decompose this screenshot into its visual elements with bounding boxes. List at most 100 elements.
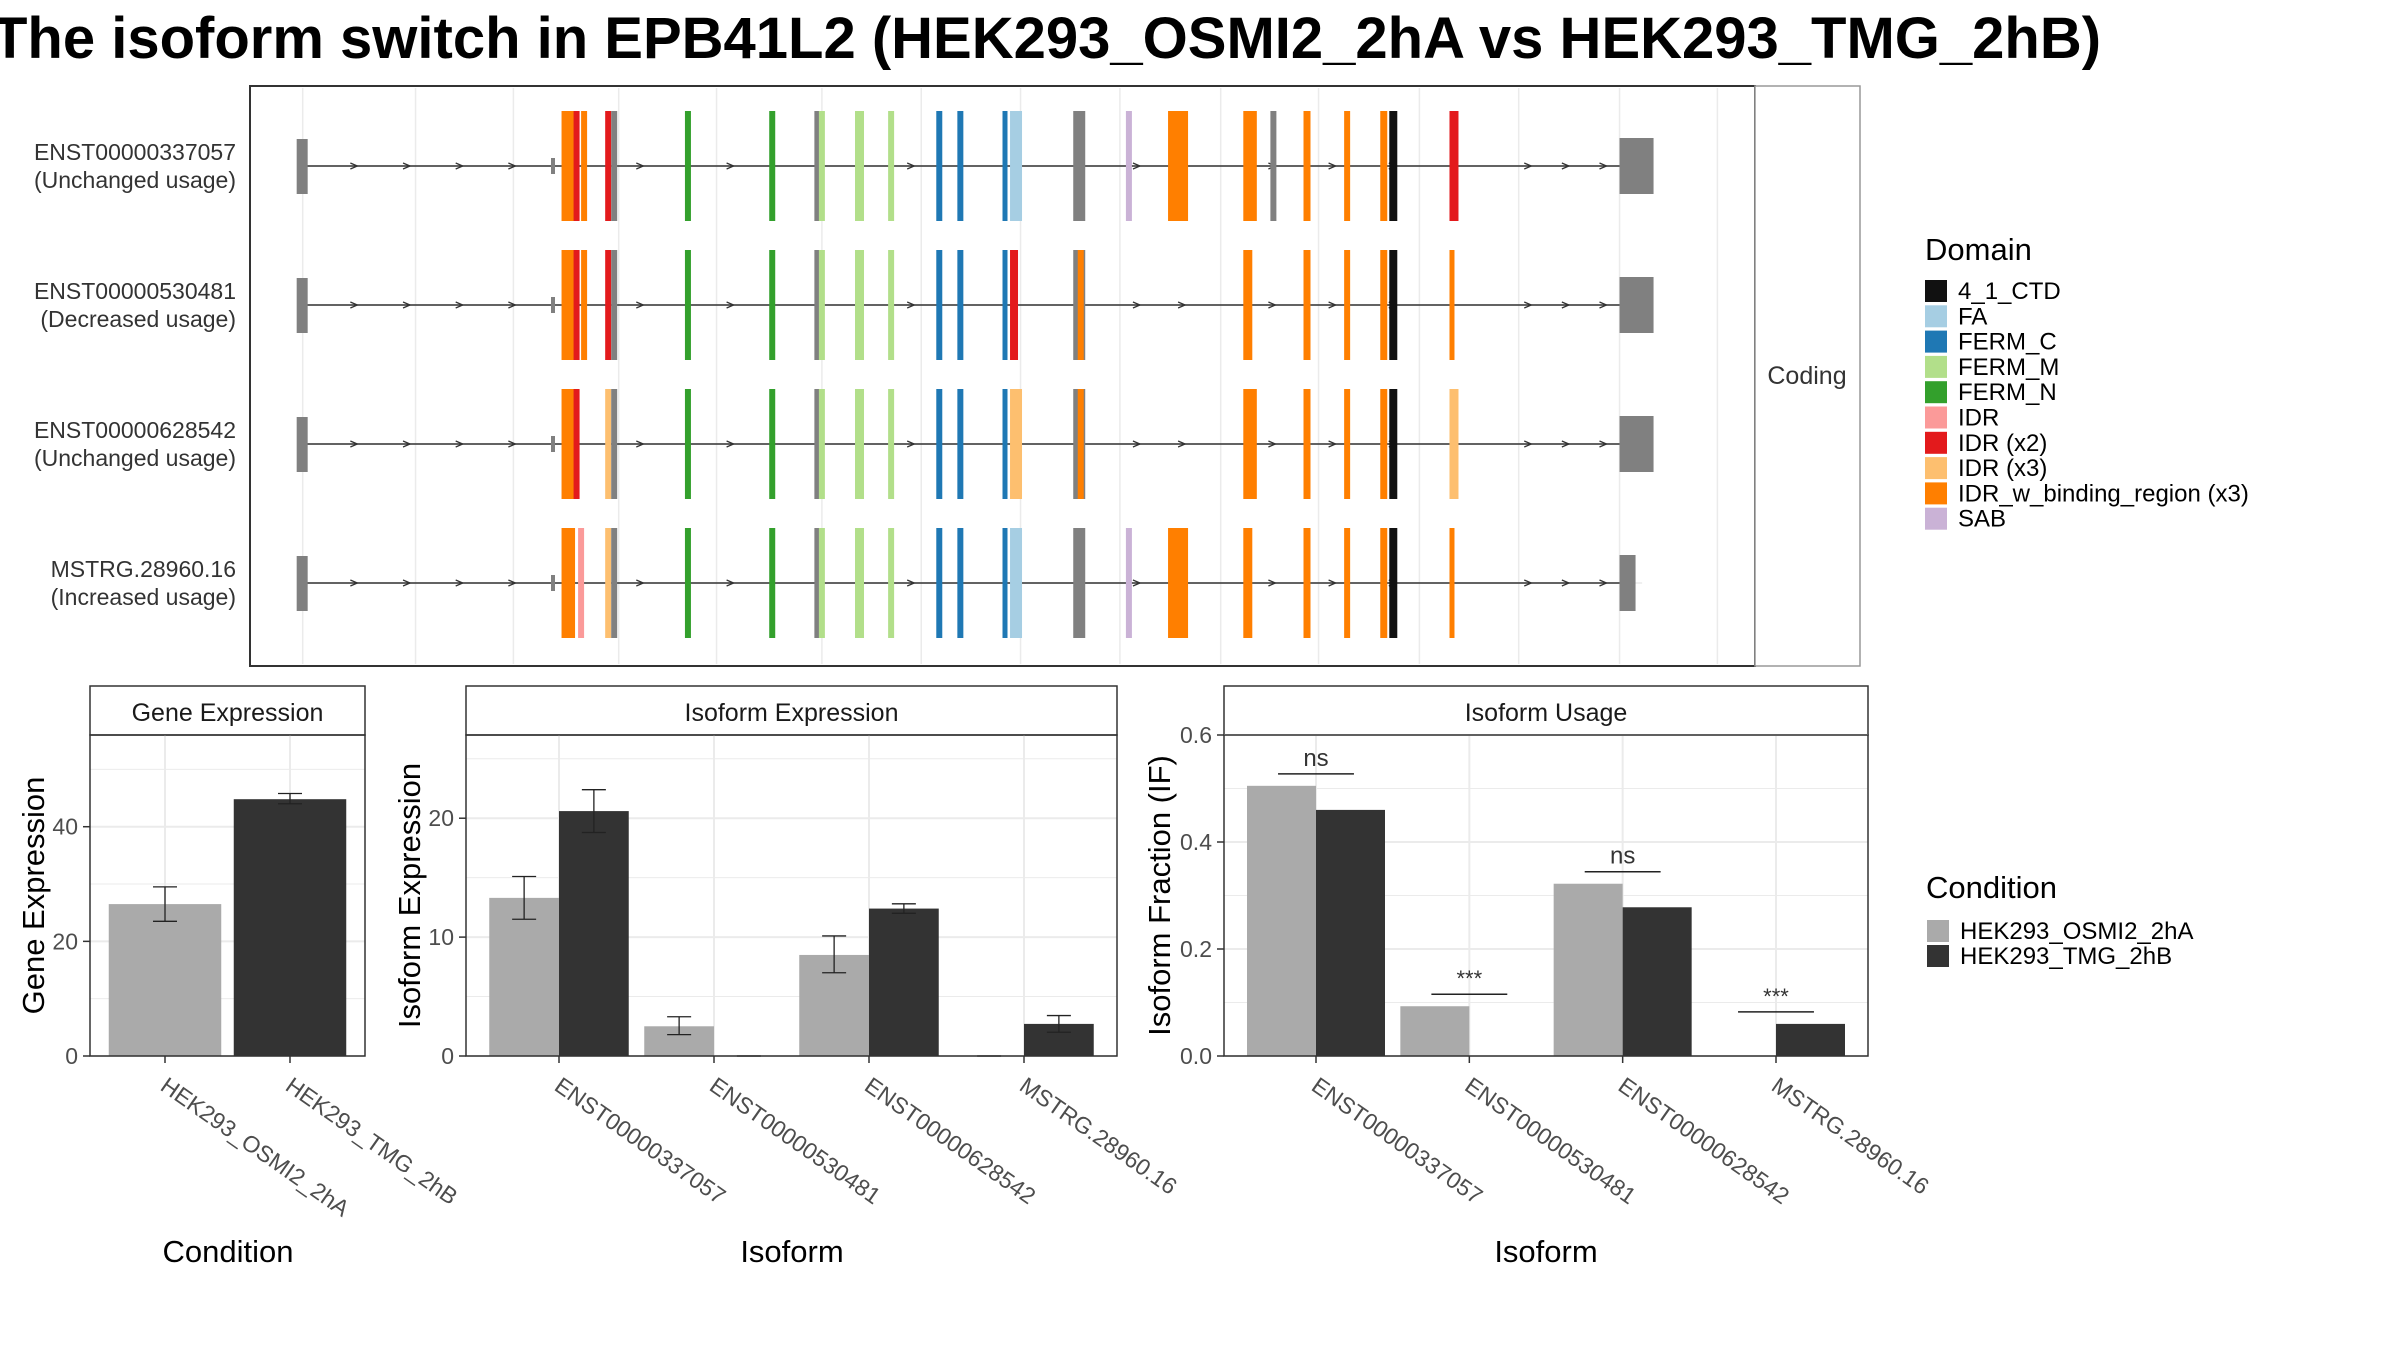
exon-domain bbox=[1010, 250, 1019, 360]
exon-domain bbox=[814, 389, 821, 499]
exon-domain bbox=[1389, 250, 1398, 360]
legend-label-domain: IDR (x2) bbox=[1958, 430, 2047, 457]
exon-domain bbox=[1010, 528, 1023, 638]
utr-stub bbox=[551, 436, 555, 452]
isoform-track: MSTRG.28960.16(Increased usage) bbox=[51, 528, 1643, 638]
intron-arrow bbox=[1268, 440, 1278, 448]
exon-domain bbox=[936, 528, 943, 638]
intron-arrow bbox=[1523, 162, 1533, 170]
isoform-id-label: ENST00000628542 bbox=[34, 417, 236, 443]
exon-domain bbox=[818, 111, 825, 221]
intron-arrow bbox=[636, 440, 645, 448]
intron-arrow bbox=[726, 579, 736, 587]
exon-domain bbox=[578, 528, 585, 638]
exon-domain bbox=[605, 111, 612, 221]
bar bbox=[559, 811, 629, 1056]
exon-domain bbox=[569, 250, 576, 360]
legend-label-condition: HEK293_OSMI2_2hA bbox=[1960, 918, 2193, 945]
exon-domain bbox=[561, 111, 571, 221]
exon-domain bbox=[573, 250, 580, 360]
bar bbox=[1553, 883, 1623, 1056]
exon-domain bbox=[855, 250, 865, 360]
intron-arrow bbox=[455, 301, 465, 309]
utr-stub bbox=[551, 297, 555, 313]
exon-domain bbox=[936, 389, 943, 499]
isoform-usage-label: (Unchanged usage) bbox=[34, 445, 236, 471]
facet-strip bbox=[1754, 85, 1861, 667]
utr-exon bbox=[296, 556, 308, 611]
intron-arrow bbox=[508, 440, 518, 448]
exon-domain bbox=[605, 250, 612, 360]
legend-key-domain bbox=[1925, 305, 1947, 328]
legend-label-domain: SAB bbox=[1958, 506, 2006, 533]
y-tick-label: 10 bbox=[428, 924, 454, 950]
legend-key-domain bbox=[1925, 457, 1947, 480]
exon-domain bbox=[855, 528, 865, 638]
utr-exon bbox=[296, 139, 308, 194]
intron-arrow bbox=[455, 440, 465, 448]
exon-domain bbox=[936, 250, 943, 360]
intron-arrow bbox=[350, 579, 360, 587]
intron-arrow bbox=[1523, 301, 1533, 309]
intron-arrow bbox=[636, 579, 645, 587]
intron-arrow bbox=[1177, 440, 1187, 448]
exon-domain bbox=[1243, 528, 1253, 638]
legend-key-condition bbox=[1927, 945, 1949, 967]
exon-domain bbox=[818, 250, 825, 360]
exon-domain bbox=[888, 528, 895, 638]
exon-domain bbox=[1449, 389, 1459, 499]
legend-label-domain: FERM_N bbox=[1958, 379, 2057, 406]
exon-domain bbox=[1389, 389, 1398, 499]
exon-domain bbox=[769, 528, 776, 638]
exon-domain bbox=[569, 111, 576, 221]
exon-domain bbox=[561, 528, 571, 638]
legend-label-domain: FERM_M bbox=[1958, 354, 2059, 381]
intron-arrow bbox=[1268, 579, 1278, 587]
legend-label-domain: FA bbox=[1958, 303, 1987, 330]
utr-exon bbox=[1619, 138, 1654, 194]
intron-arrow bbox=[726, 440, 736, 448]
legend-key-condition bbox=[1927, 920, 1949, 942]
exon-domain bbox=[1250, 389, 1257, 499]
intron-arrow bbox=[906, 301, 916, 309]
legend-key-domain bbox=[1925, 482, 1947, 505]
exon-domain bbox=[1270, 111, 1277, 221]
x-tick-label: MSTRG.28960.16 bbox=[1767, 1072, 1934, 1200]
bar bbox=[108, 904, 222, 1056]
y-tick-label: 0.0 bbox=[1180, 1043, 1212, 1069]
intron-arrow bbox=[1523, 579, 1533, 587]
legend-key-domain bbox=[1925, 381, 1947, 404]
utr-stub bbox=[551, 575, 555, 591]
exon-domain bbox=[1243, 389, 1253, 499]
intron-arrow bbox=[1132, 301, 1142, 309]
exon-domain bbox=[581, 250, 588, 360]
exon-domain bbox=[684, 389, 691, 499]
y-tick-label: 40 bbox=[52, 814, 78, 840]
y-tick-label: 0.6 bbox=[1180, 722, 1212, 748]
intron-arrow bbox=[350, 162, 360, 170]
bar bbox=[1776, 1023, 1845, 1056]
legend-key-domain bbox=[1925, 406, 1947, 429]
exon-domain bbox=[1125, 111, 1132, 221]
exon-domain bbox=[1344, 111, 1351, 221]
exon-domain bbox=[1010, 111, 1023, 221]
intron-arrow bbox=[906, 162, 916, 170]
isoform-id-label: ENST00000337057 bbox=[34, 139, 236, 165]
legend-label-condition: HEK293_TMG_2hB bbox=[1960, 943, 2172, 970]
exon-domain bbox=[818, 528, 825, 638]
exon-domain bbox=[1380, 389, 1388, 499]
y-axis-title: Isoform Expression bbox=[392, 763, 427, 1028]
intron-arrow bbox=[1328, 162, 1338, 170]
exon-domain bbox=[605, 389, 612, 499]
panel-title: Isoform Expression bbox=[685, 699, 899, 727]
intron-arrow bbox=[402, 440, 412, 448]
exon-domain bbox=[1002, 528, 1008, 638]
intron-arrow bbox=[455, 579, 465, 587]
panel-strip bbox=[1223, 685, 1869, 736]
intron-arrow bbox=[350, 301, 360, 309]
intron-arrow bbox=[402, 579, 412, 587]
intron-arrow bbox=[1268, 301, 1278, 309]
y-tick-label: 0.4 bbox=[1180, 829, 1212, 855]
exon-domain bbox=[957, 111, 964, 221]
intron-arrow bbox=[1328, 301, 1338, 309]
